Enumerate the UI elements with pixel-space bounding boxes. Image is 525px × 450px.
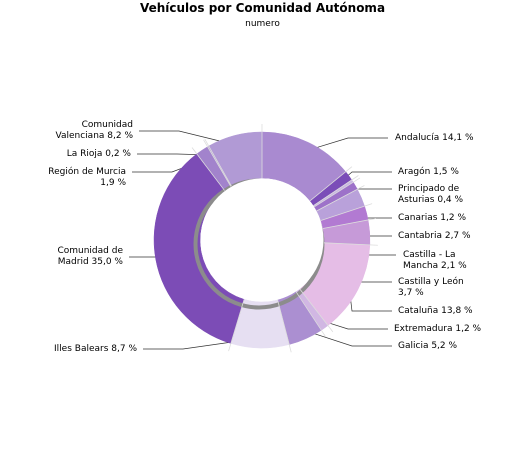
slice-separator — [320, 203, 373, 221]
slice-label: Extremadura 1,2 % — [394, 324, 481, 335]
slice-separator — [316, 185, 365, 212]
slice-label-line: Asturias 0,4 % — [398, 195, 464, 205]
donut-slices — [153, 131, 371, 349]
slice-separator — [299, 288, 334, 333]
leader-line — [303, 137, 388, 152]
slice-label-line: Castilla y León — [398, 277, 464, 287]
slice-label: Región de Murcia 1,9 % — [48, 167, 126, 189]
slice-separator — [295, 291, 327, 338]
chart-subtitle: numero — [245, 19, 280, 29]
slice-separators — [191, 124, 378, 353]
slice-label: Comunidad Valenciana 8,2 % — [56, 120, 133, 142]
slice-separator — [191, 147, 225, 191]
leader-line — [301, 329, 392, 347]
slice-label-line: Illes Balears 8,7 % — [54, 344, 137, 354]
slice-label-line: Comunidad de — [57, 246, 123, 256]
slice-label-line: Mancha 2,1 % — [403, 261, 467, 271]
slice-label-line: Aragón 1,5 % — [398, 167, 459, 177]
slice-label-line: Comunidad — [81, 120, 133, 130]
slice-label: Cataluña 13,8 % — [398, 306, 473, 317]
slice-label-line: Región de Murcia — [48, 167, 126, 177]
slice-separator — [228, 299, 245, 352]
slice-label-line: 3,7 % — [398, 288, 424, 298]
slice-separator — [314, 177, 361, 208]
donut-hole — [200, 178, 324, 302]
slice-label-line: Valenciana 8,2 % — [55, 131, 133, 141]
slice-label-line: Principado de — [398, 184, 460, 194]
slice-label: Illes Balears 8,7 % — [54, 344, 137, 355]
slice-label: Castilla - La Mancha 2,1 % — [403, 250, 467, 272]
slice-label: Principado de Asturias 0,4 % — [398, 184, 463, 206]
slice-label: Galicia 5,2 % — [398, 341, 457, 352]
slice-label: La Rioja 0,2 % — [67, 149, 131, 160]
slice-separator — [204, 138, 232, 187]
slice-label-line: Cantabria 2,7 % — [398, 231, 471, 241]
slice-label: Castilla y León 3,7 % — [398, 277, 464, 299]
slice-separator — [323, 242, 378, 246]
chart-title: Vehículos por Comunidad Autónoma — [139, 1, 386, 15]
slice-separator — [277, 299, 292, 353]
slice-label-line: Extremadura 1,2 % — [394, 324, 482, 334]
slice-label: Cantabria 2,7 % — [398, 231, 471, 242]
slice-label: Andalucía 14,1 % — [395, 133, 474, 144]
slice-label-line: Cataluña 13,8 % — [398, 306, 473, 316]
slice-separator — [203, 139, 232, 187]
leader-line — [139, 130, 238, 146]
slice-label-line: Galicia 5,2 % — [398, 341, 458, 351]
slice-separator — [309, 166, 353, 202]
slice-label: Comunidad de Madrid 35,0 % — [57, 246, 123, 268]
slice-separator — [313, 175, 359, 206]
slice-label-line: Andalucía 14,1 % — [395, 133, 474, 143]
slice-label-line: Madrid 35,0 % — [57, 257, 123, 267]
slice-label-line: 1,9 % — [100, 178, 126, 188]
slice-label-line: Canarias 1,2 % — [398, 213, 467, 223]
slice-label: Aragón 1,5 % — [398, 167, 459, 178]
slice-label: Canarias 1,2 % — [398, 213, 466, 224]
slice-label-line: Castilla - La — [403, 250, 456, 260]
slice-separator — [322, 218, 377, 229]
slice-label-line: La Rioja 0,2 % — [66, 149, 131, 159]
